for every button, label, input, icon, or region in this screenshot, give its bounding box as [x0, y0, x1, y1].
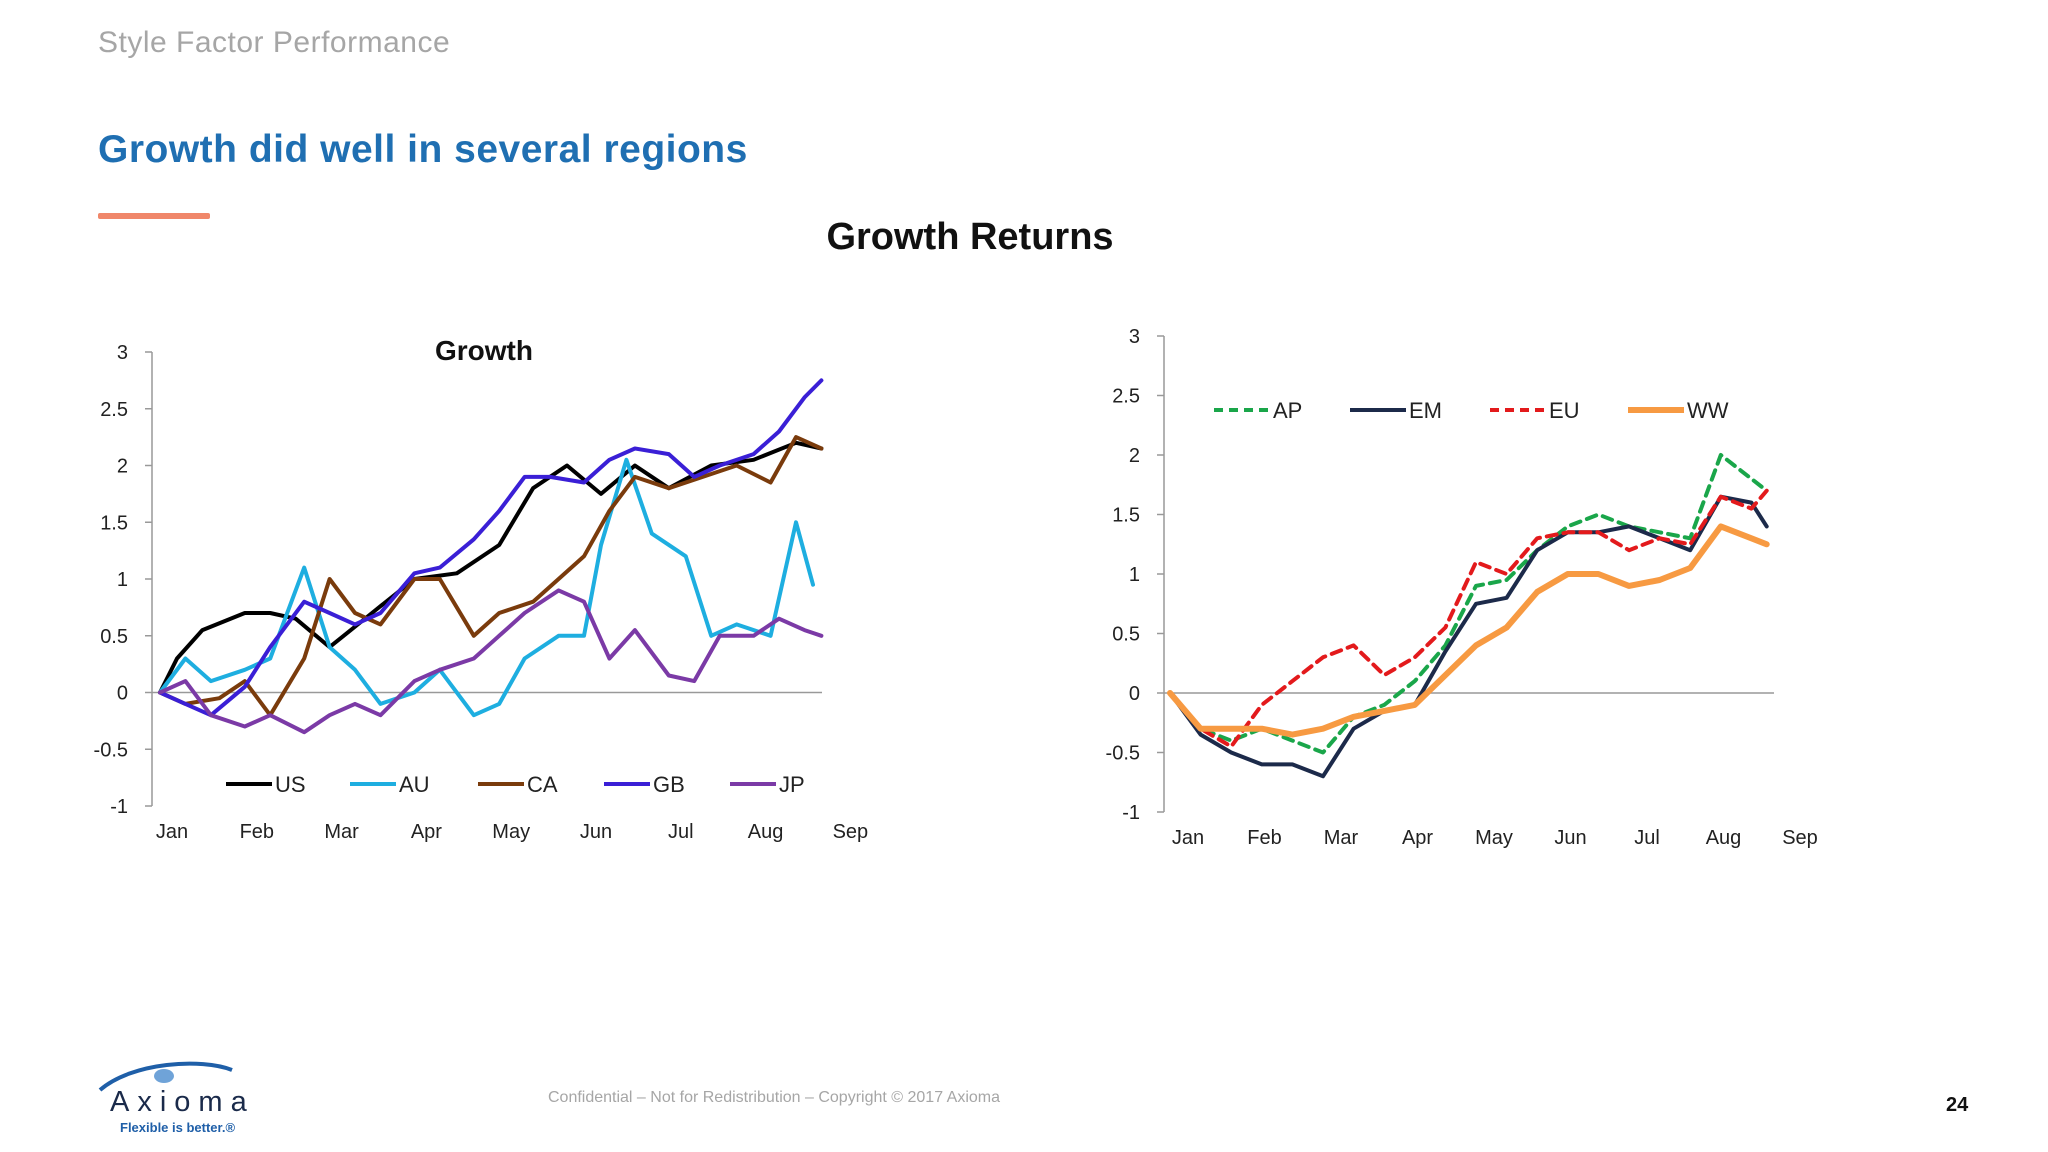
x-tick-label: Aug: [1706, 827, 1742, 849]
x-tick-label: Mar: [324, 821, 359, 843]
y-tick-label: 2: [1129, 445, 1140, 467]
logo-tagline: Flexible is better.®: [120, 1120, 236, 1135]
section-label: Style Factor Performance: [98, 26, 451, 59]
y-tick-label: 0: [1129, 683, 1140, 705]
legend-label-em: EM: [1409, 398, 1442, 423]
series-line-jp: [158, 588, 824, 735]
x-tick-label: Jul: [1634, 827, 1660, 849]
y-tick-label: -1: [110, 796, 128, 818]
x-tick-label: Jun: [1554, 827, 1586, 849]
y-tick-label: 2: [117, 456, 128, 478]
series-line-gb: [158, 378, 824, 718]
x-tick-label: Aug: [748, 821, 784, 843]
x-tick-label: Jan: [156, 821, 188, 843]
legend-label-ap: AP: [1273, 398, 1302, 423]
page-number: 24: [1946, 1094, 1969, 1116]
x-tick-label: May: [492, 821, 530, 843]
x-tick-label: Sep: [833, 821, 869, 843]
confidential-notice: Confidential – Not for Redistribution – …: [547, 1089, 1001, 1106]
series-line-em: [1168, 494, 1769, 779]
headline: Growth did well in several regions: [98, 128, 748, 171]
x-tick-label: Jan: [1172, 827, 1204, 849]
main-chart-title: Growth Returns: [826, 216, 1114, 258]
x-tick-label: Apr: [1402, 827, 1433, 849]
y-tick-label: 1: [117, 569, 128, 591]
y-tick-label: 1: [1129, 564, 1140, 586]
y-tick-label: 0: [117, 683, 128, 705]
series-line-ca: [158, 435, 824, 718]
accent-bar: [98, 213, 210, 219]
x-tick-label: Jul: [668, 821, 694, 843]
y-tick-label: -0.5: [94, 739, 128, 761]
legend-label-ww: WW: [1687, 398, 1729, 423]
series-line-au: [158, 457, 815, 718]
logo-swoosh-icon: [98, 1061, 233, 1092]
legend-label-gb: GB: [653, 772, 685, 797]
legend-label-eu: EU: [1549, 398, 1580, 423]
legend-label-au: AU: [399, 772, 430, 797]
x-tick-label: Feb: [240, 821, 274, 843]
x-tick-label: Sep: [1782, 827, 1818, 849]
x-tick-label: Apr: [411, 821, 442, 843]
x-tick-label: Feb: [1247, 827, 1281, 849]
y-tick-label: 0.5: [1112, 624, 1140, 646]
y-tick-label: 1.5: [1112, 505, 1140, 527]
axioma-logo: Axioma Flexible is better.®: [92, 1056, 262, 1136]
y-tick-label: 2.5: [1112, 386, 1140, 408]
y-tick-label: 2.5: [100, 399, 128, 421]
y-tick-label: 3: [117, 342, 128, 364]
legend-label-us: US: [275, 772, 306, 797]
y-tick-label: -1: [1122, 802, 1140, 824]
series-line-ww: [1167, 523, 1770, 738]
y-tick-label: 1.5: [100, 512, 128, 534]
x-tick-label: Jun: [580, 821, 612, 843]
y-tick-label: 0.5: [100, 626, 128, 648]
logo-word: Axioma: [110, 1086, 255, 1118]
series-line-eu: [1168, 488, 1769, 749]
x-tick-label: May: [1475, 827, 1513, 849]
y-tick-label: 3: [1129, 326, 1140, 348]
chart-title: Growth: [435, 335, 533, 366]
x-tick-label: Mar: [1324, 827, 1359, 849]
series-line-us: [158, 440, 824, 695]
legend-label-ca: CA: [527, 772, 558, 797]
y-tick-label: -0.5: [1106, 743, 1140, 765]
legend-label-jp: JP: [779, 772, 805, 797]
